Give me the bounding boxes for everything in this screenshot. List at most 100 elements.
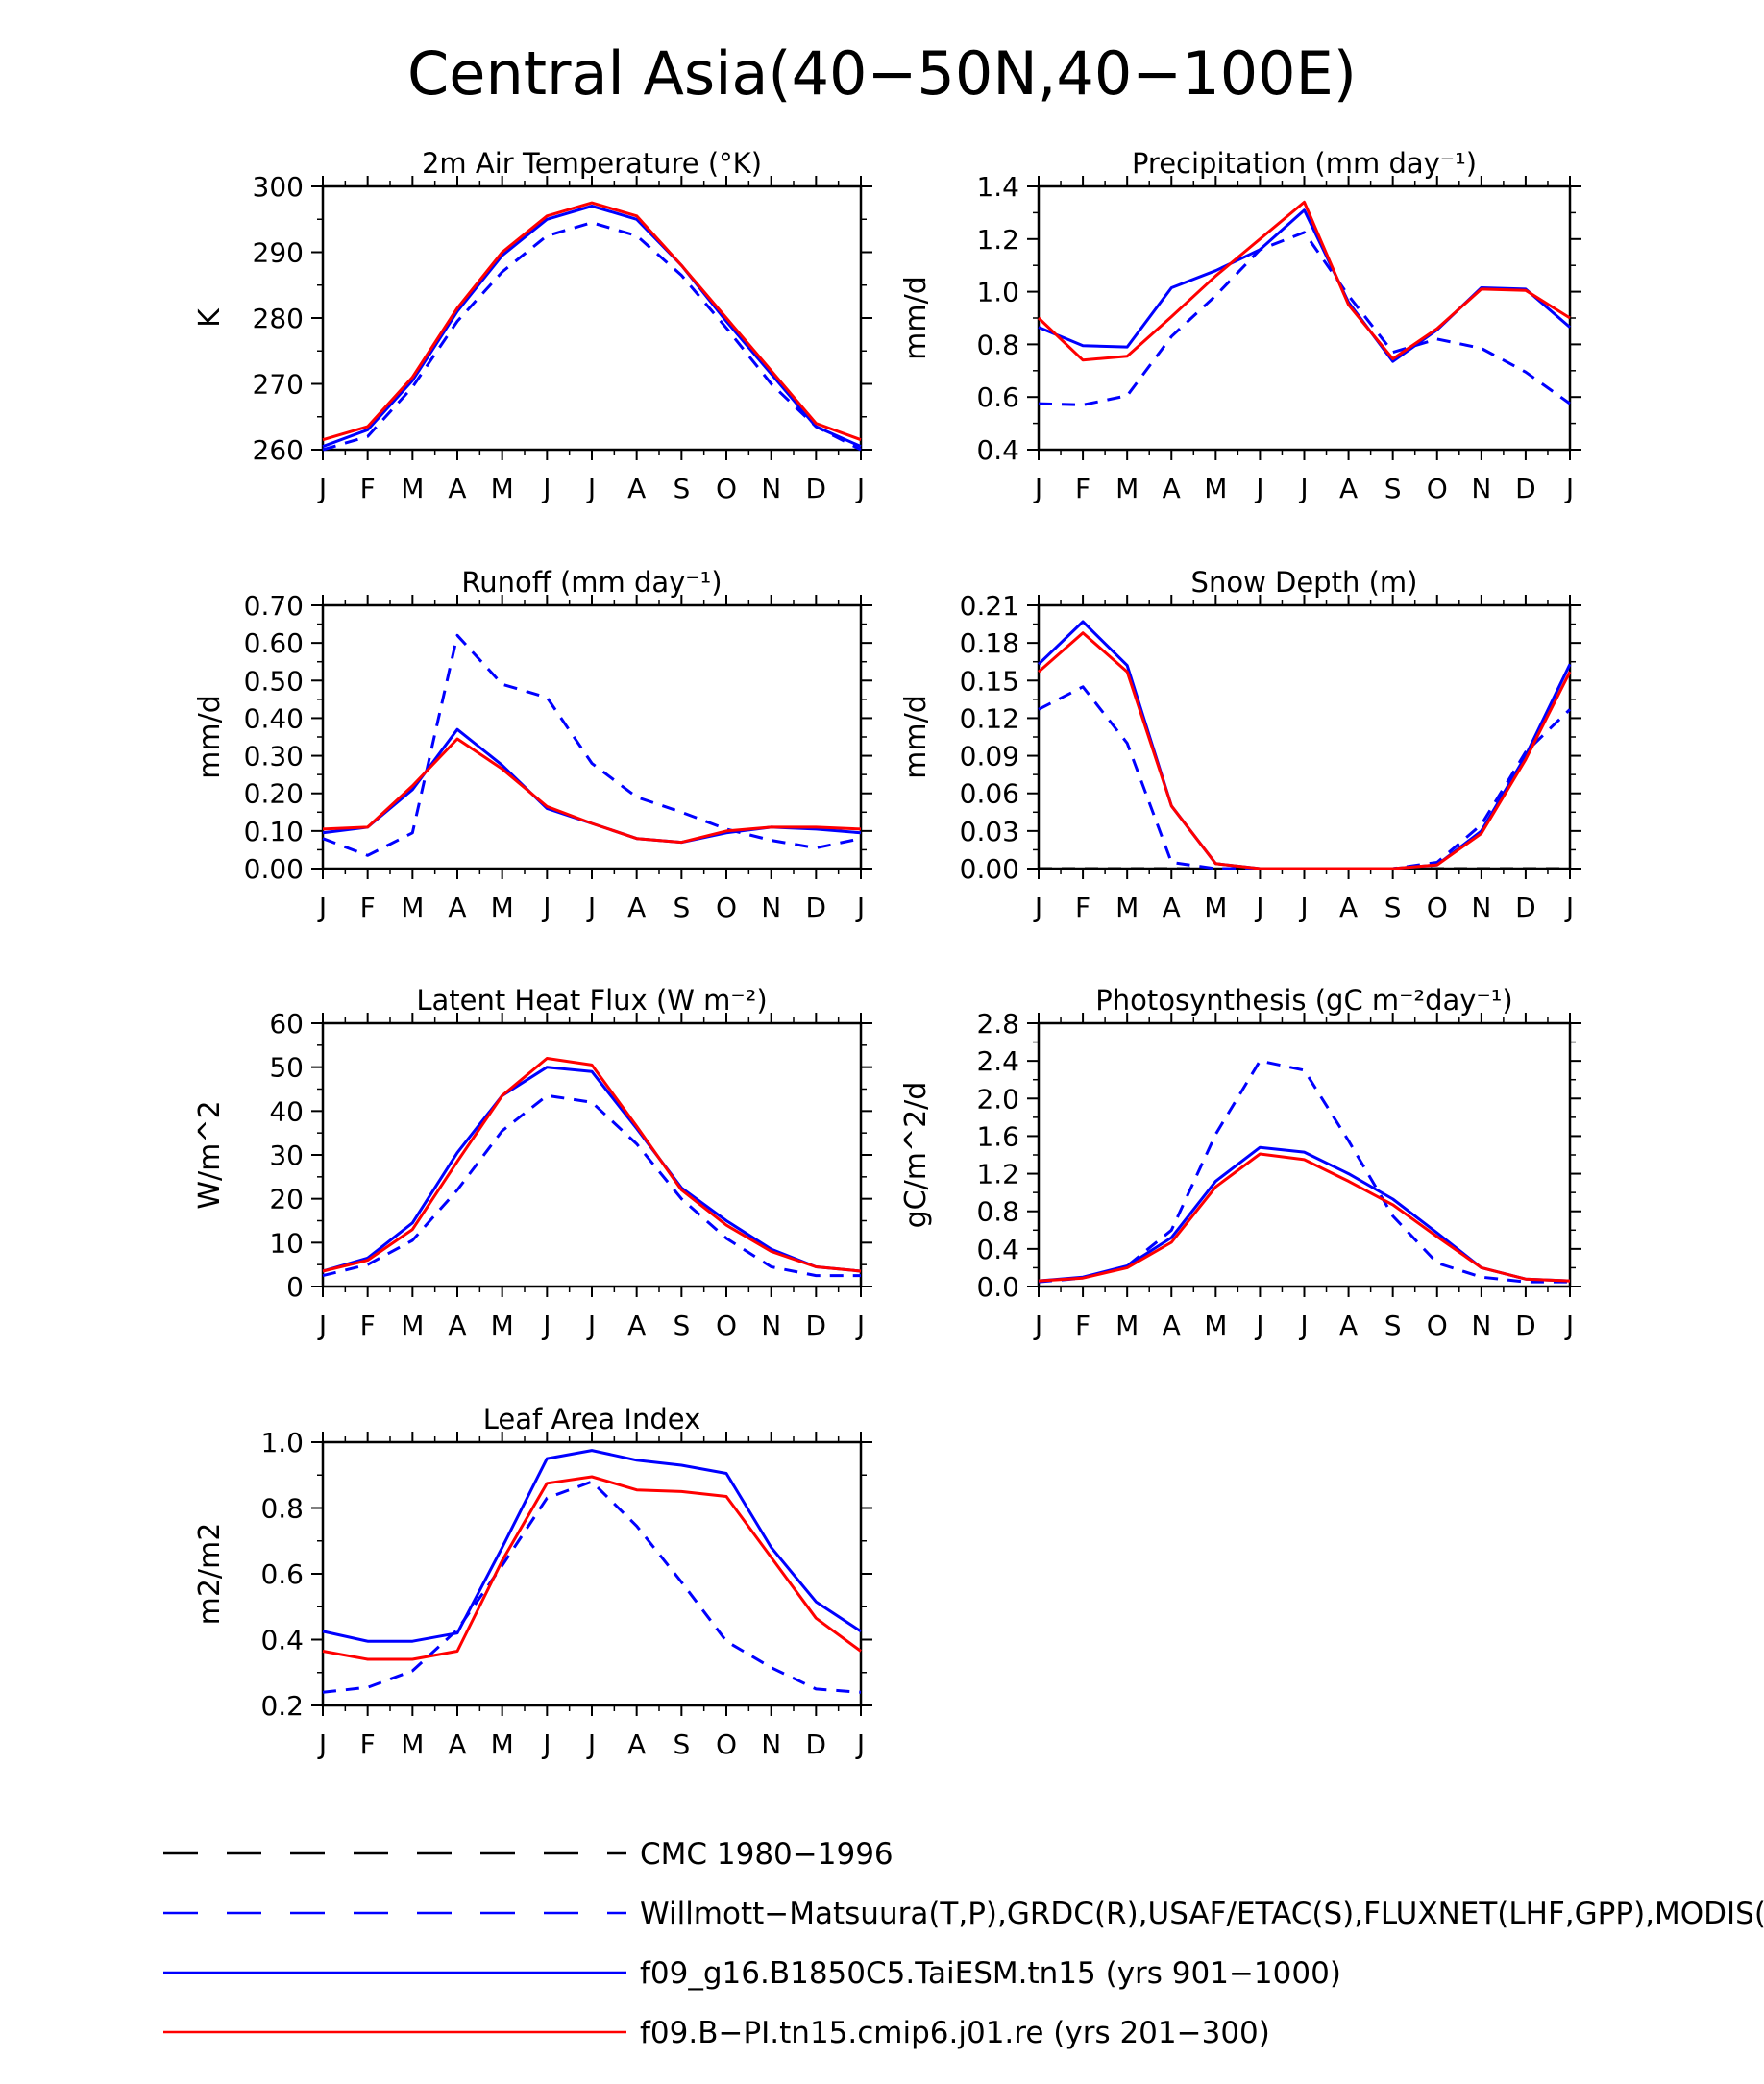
x-tick-label: M [491,1728,514,1760]
series-line-f09-b-pi-tn15-cmip6-j01-re-yrs-201-300 [322,737,862,845]
y-tick-label: 0.6 [976,381,1019,413]
y-tick-label: 0.30 [244,741,304,772]
x-tick-label: J [541,1728,551,1760]
y-axis-label: W/m^2 [193,1100,227,1209]
y-axis-label: K [193,307,227,328]
x-tick-label: D [806,473,827,504]
x-tick-label: J [1564,892,1574,923]
x-tick-label: J [855,892,865,923]
y-tick-label: 0.00 [244,853,304,885]
legend-label: f09.B−PI.tn15.cmip6.j01.re (yrs 201−300) [640,2016,1270,2050]
figure-title: Central Asia(40−50N,40−100E) [407,38,1357,109]
y-tick-label: 10 [269,1227,304,1259]
x-tick-label: N [761,1310,781,1341]
y-axis-label: m2/m2 [193,1523,227,1626]
x-tick-label: J [1564,473,1574,504]
y-axis-label: mm/d [193,695,227,779]
x-tick-label: S [673,892,690,923]
y-tick-label: 290 [253,237,304,269]
x-tick-label: M [491,473,514,504]
series-line-willmott-matsuura-t-p-grdc-r-usaf-etac-s-fluxnet-lhf-gpp-modis-l [322,633,862,857]
y-tick-label: 60 [269,1008,304,1040]
x-tick-label: S [1384,892,1402,923]
y-tick-label: 0.20 [244,778,304,810]
y-tick-label: 0.50 [244,665,304,697]
series-line-f09-b-pi-tn15-cmip6-j01-re-yrs-201-300 [322,201,862,442]
y-axis-label: mm/d [899,695,933,779]
x-tick-label: M [1204,892,1227,923]
y-tick-label: 0.70 [244,590,304,622]
x-tick-label: J [317,1728,327,1760]
x-tick-label: A [627,1728,646,1760]
x-tick-label: D [806,892,827,923]
y-tick-label: 1.4 [976,171,1019,203]
x-tick-label: D [806,1728,827,1760]
x-tick-label: M [1204,1310,1227,1341]
x-tick-label: D [1515,892,1536,923]
x-tick-label: O [716,892,737,923]
series-line-f09-b-pi-tn15-cmip6-j01-re-yrs-201-300 [1037,200,1571,362]
legend-entry: Willmott−Matsuura(T,P),GRDC(R),USAF/ETAC… [163,1897,1764,1931]
panels: 2m Air Temperature (°K)J F M A M J J A S O N D J2602… [193,147,1581,1760]
x-tick-label: F [1075,473,1090,504]
panel-title: Precipitation (mm day⁻¹) [1132,147,1477,180]
series-line-f09-b-pi-tn15-cmip6-j01-re-yrs-201-300 [1038,1152,1571,1283]
x-tick-label: F [360,892,376,923]
x-tick-label: M [401,1310,424,1341]
x-tick-label: A [448,473,466,504]
y-tick-label: 0.4 [260,1625,304,1656]
x-tick-label: A [1339,473,1358,504]
x-tick-label: J [317,1310,327,1341]
x-tick-label: A [448,892,466,923]
x-tick-label: M [491,1310,514,1341]
panel-photosynthesis-gc-m-day: Photosynthesis (gC m⁻²day⁻¹)J F M A M J J A S O N D… [899,984,1581,1341]
y-tick-label: 0.8 [260,1493,304,1525]
y-tick-label: 0.4 [976,1234,1019,1265]
series-line-willmott-matsuura-t-p-grdc-r-usaf-etac-s-fluxnet-lhf-gpp-modis-l [322,1093,861,1278]
y-tick-label: 300 [253,171,304,203]
y-tick-label: 0.60 [244,627,304,659]
y-tick-label: 20 [269,1184,304,1215]
x-tick-label: A [627,1310,646,1341]
x-tick-label: D [1515,1310,1536,1341]
x-tick-label: J [317,892,327,923]
panel-snow-depth-m: Snow Depth (m)J F M A M J J A S O N D J0.000.030.060… [899,566,1581,923]
legend-entry: CMC 1980−1996 [163,1837,894,1872]
legend-label: Willmott−Matsuura(T,P),GRDC(R),USAF/ETAC… [640,1897,1764,1931]
series-line-willmott-matsuura-t-p-grdc-r-usaf-etac-s-fluxnet-lhf-gpp-modis-l [1038,231,1571,406]
series-line-f09-b-pi-tn15-cmip6-j01-re-yrs-201-300 [322,1475,862,1661]
x-tick-label: N [1471,892,1491,923]
x-tick-label: J [541,892,551,923]
x-tick-label: J [1033,892,1042,923]
y-tick-label: 1.6 [976,1120,1019,1152]
x-tick-label: F [360,1728,376,1760]
y-tick-label: 0.6 [260,1558,304,1590]
y-tick-label: 2.4 [976,1045,1019,1077]
y-tick-label: 270 [253,369,304,401]
x-tick-label: N [761,473,781,504]
legend: CMC 1980−1996 Willmott−Matsuura(T,P),GRDC… [163,1837,1764,2050]
x-tick-label: M [1115,1310,1139,1341]
x-tick-label: F [360,1310,376,1341]
y-tick-label: 0.12 [960,702,1019,734]
x-tick-label: F [1075,1310,1090,1341]
x-tick-label: M [1204,473,1227,504]
y-tick-label: 0.03 [960,816,1019,847]
y-tick-label: 1.0 [260,1427,304,1459]
y-tick-label: 50 [269,1052,304,1084]
y-tick-label: 0.00 [960,853,1019,885]
x-tick-label: A [1163,892,1181,923]
series-line-willmott-matsuura-t-p-grdc-r-usaf-etac-s-fluxnet-lhf-gpp-modis-l [322,1480,862,1694]
y-tick-label: 30 [269,1140,304,1171]
x-tick-label: N [761,892,781,923]
series-line-f09-g16-b1850c5-taiesm-tn15-yrs-901-1000 [322,1066,862,1273]
panel-2m-air-temperature-k: 2m Air Temperature (°K)J F M A M J J A S O N D J2602… [193,147,872,504]
x-tick-label: J [586,473,596,504]
x-tick-label: A [1163,473,1181,504]
series-line-willmott-matsuura-t-p-grdc-r-usaf-etac-s-fluxnet-lhf-gpp-modis-l [322,221,862,452]
panel-title: Runoff (mm day⁻¹) [461,566,722,599]
y-tick-label: 0.8 [976,329,1019,360]
y-tick-label: 0.21 [960,590,1019,622]
